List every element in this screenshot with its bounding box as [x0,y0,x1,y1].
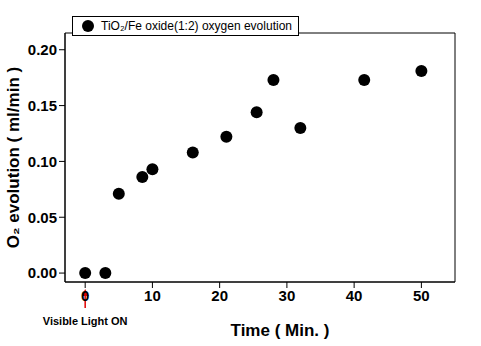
svg-text:40: 40 [346,287,363,304]
svg-text:0.20: 0.20 [28,41,57,58]
svg-text:10: 10 [144,287,161,304]
svg-text:20: 20 [211,287,228,304]
svg-text:Time ( Min. ): Time ( Min. ) [231,321,330,340]
svg-text:0.05: 0.05 [28,209,57,226]
svg-text:O₂ evolution ( ml/min ): O₂ evolution ( ml/min ) [8,67,23,248]
svg-text:Visible Light ON: Visible Light ON [43,315,128,327]
svg-text:0.10: 0.10 [28,153,57,170]
svg-text:0: 0 [81,287,89,304]
svg-text:30: 30 [279,287,296,304]
svg-text:0.00: 0.00 [28,264,57,281]
svg-text:0.15: 0.15 [28,97,57,114]
html-text:TiO₂/Fe oxide(1:2) oxygen evol: TiO₂/Fe oxide(1:2) oxygen evolution [101,19,292,33]
svg-text:50: 50 [413,287,430,304]
